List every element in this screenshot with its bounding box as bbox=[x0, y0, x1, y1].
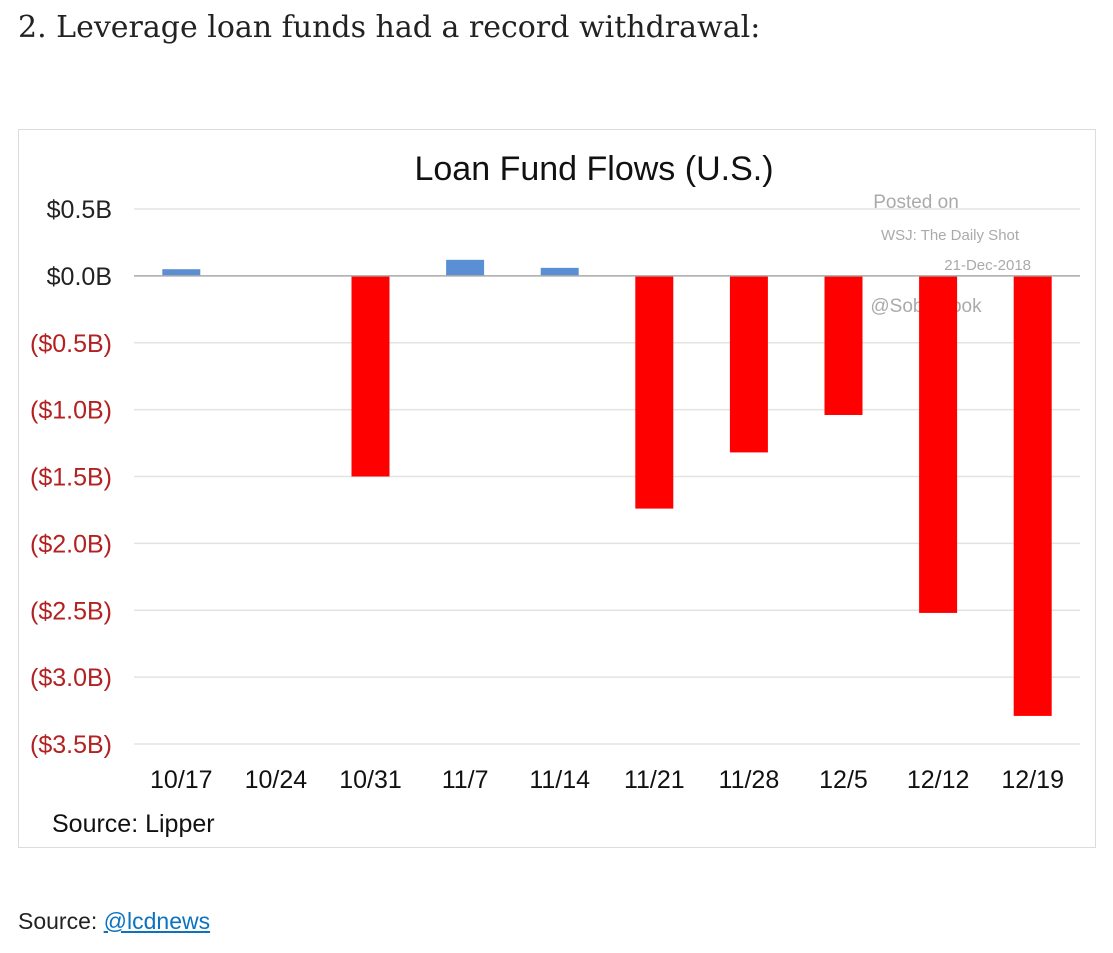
x-tick-label: 12/5 bbox=[819, 766, 868, 794]
loan-fund-flows-chart: Posted on WSJ: The Daily Shot 21-Dec-201… bbox=[30, 150, 1080, 838]
chart-grid bbox=[134, 208, 1080, 745]
bar-10-31 bbox=[351, 275, 390, 477]
x-axis-labels: 10/17 10/24 10/31 11/7 11/14 11/21 11/28 12/5 12… bbox=[150, 766, 1064, 794]
bar-12-5 bbox=[824, 275, 863, 415]
y-tick-label: $0.5B bbox=[47, 196, 112, 224]
chart-image: Posted on WSJ: The Daily Shot 21-Dec-201… bbox=[18, 129, 1096, 848]
x-tick-label: 11/7 bbox=[442, 766, 489, 794]
y-tick-label: ($3.0B) bbox=[30, 664, 112, 692]
bar-11-14 bbox=[540, 267, 579, 276]
y-axis-labels: $0.5B $0.0B ($0.5B) ($1.0B) ($1.5B) ($2.0B) ($… bbox=[30, 196, 112, 759]
bar-11-7 bbox=[446, 259, 485, 276]
bar-12-12 bbox=[919, 275, 958, 613]
bar-12-19 bbox=[1013, 275, 1052, 716]
y-tick-label: ($3.5B) bbox=[30, 731, 112, 759]
y-tick-label: ($0.5B) bbox=[30, 330, 112, 358]
watermark-date: 21-Dec-2018 bbox=[944, 257, 1031, 274]
x-tick-label: 11/14 bbox=[529, 766, 590, 794]
y-tick-label: ($1.5B) bbox=[30, 464, 112, 492]
y-tick-label: ($2.5B) bbox=[30, 597, 112, 625]
source-line: Source: @lcdnews bbox=[18, 908, 210, 935]
x-tick-label: 12/19 bbox=[1001, 766, 1064, 794]
source-label: Source: bbox=[18, 908, 98, 934]
watermark-posted-on: Posted on bbox=[873, 192, 959, 213]
x-tick-label: 10/24 bbox=[245, 766, 308, 794]
bar-11-28 bbox=[729, 275, 768, 453]
y-tick-label: ($1.0B) bbox=[30, 397, 112, 425]
chart-source-note: Source: Lipper bbox=[52, 810, 215, 838]
x-tick-label: 12/12 bbox=[907, 766, 970, 794]
article-heading: 2. Leverage loan funds had a record with… bbox=[18, 10, 761, 45]
y-tick-label: ($2.0B) bbox=[30, 530, 112, 558]
bar-10-17 bbox=[162, 269, 201, 276]
x-tick-label: 10/31 bbox=[339, 766, 402, 794]
y-tick-label: $0.0B bbox=[47, 263, 112, 291]
watermark-source: WSJ: The Daily Shot bbox=[881, 227, 1020, 244]
source-link[interactable]: @lcdnews bbox=[103, 908, 211, 934]
x-tick-label: 11/21 bbox=[624, 766, 685, 794]
x-tick-label: 10/17 bbox=[150, 766, 213, 794]
x-tick-label: 11/28 bbox=[719, 766, 780, 794]
bar-11-21 bbox=[635, 275, 674, 509]
chart-title: Loan Fund Flows (U.S.) bbox=[414, 150, 773, 188]
chart-bars bbox=[162, 259, 1052, 716]
